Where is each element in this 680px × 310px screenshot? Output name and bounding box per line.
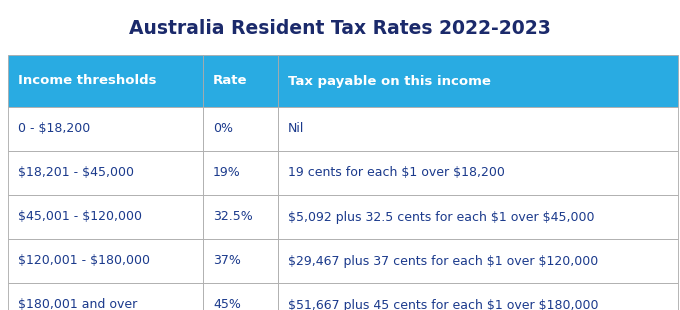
Bar: [278, 151, 678, 195]
Bar: [8, 239, 203, 283]
Text: Nil: Nil: [288, 122, 305, 135]
Bar: [278, 55, 678, 107]
Text: 19%: 19%: [213, 166, 241, 179]
Bar: [203, 55, 278, 107]
Bar: [8, 151, 203, 195]
Text: 19 cents for each \$1 over \$18,200: 19 cents for each \$1 over \$18,200: [288, 166, 505, 179]
Text: 45%: 45%: [213, 299, 241, 310]
Bar: [8, 195, 203, 239]
Bar: [278, 239, 678, 283]
Text: \$29,467 plus 37 cents for each \$1 over \$120,000: \$29,467 plus 37 cents for each \$1 over…: [288, 255, 598, 268]
Bar: [278, 195, 678, 239]
Bar: [203, 283, 278, 310]
Text: \$45,001 - \$120,000: \$45,001 - \$120,000: [18, 210, 142, 224]
Text: 0 - \$18,200: 0 - \$18,200: [18, 122, 90, 135]
Text: 37%: 37%: [213, 255, 241, 268]
Text: 32.5%: 32.5%: [213, 210, 253, 224]
Text: Tax payable on this income: Tax payable on this income: [288, 74, 491, 87]
Bar: [203, 195, 278, 239]
Bar: [8, 107, 203, 151]
Text: \$180,001 and over: \$180,001 and over: [18, 299, 137, 310]
Text: \$120,001 - \$180,000: \$120,001 - \$180,000: [18, 255, 150, 268]
Bar: [278, 107, 678, 151]
Text: \$51,667 plus 45 cents for each \$1 over \$180,000: \$51,667 plus 45 cents for each \$1 over…: [288, 299, 598, 310]
Bar: [8, 55, 203, 107]
Bar: [203, 107, 278, 151]
Text: Australia Resident Tax Rates 2022-2023: Australia Resident Tax Rates 2022-2023: [129, 19, 551, 38]
Bar: [278, 283, 678, 310]
Text: \$18,201 - \$45,000: \$18,201 - \$45,000: [18, 166, 134, 179]
Bar: [203, 151, 278, 195]
Text: Rate: Rate: [213, 74, 248, 87]
Text: 0%: 0%: [213, 122, 233, 135]
Bar: [8, 283, 203, 310]
Text: Income thresholds: Income thresholds: [18, 74, 156, 87]
Bar: [203, 239, 278, 283]
Text: \$5,092 plus 32.5 cents for each \$1 over \$45,000: \$5,092 plus 32.5 cents for each \$1 ove…: [288, 210, 594, 224]
